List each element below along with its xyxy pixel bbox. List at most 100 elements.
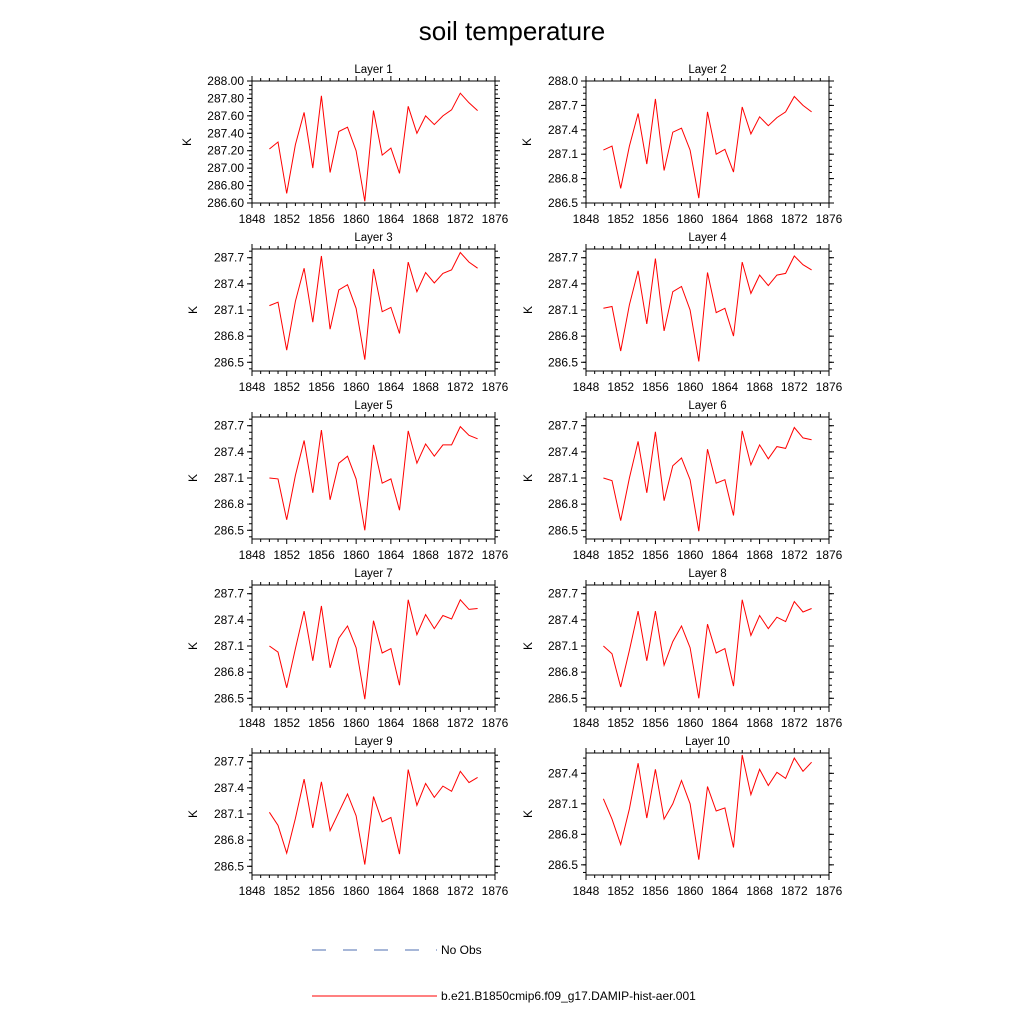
x-tick-label: 1852 [607,884,634,898]
panel-layer-6: Layer 6 1848 1852 1856 1860 1864 1868 1872 1876 2… [521,400,843,562]
x-tick-label: 1876 [816,380,843,394]
x-tick-label: 1856 [642,212,669,226]
x-tick-label: 1876 [816,716,843,730]
y-tick-label: 286.8 [548,497,578,511]
x-tick-label: 1864 [712,716,739,730]
y-tick-label: 287.7 [214,419,244,433]
x-tick-label: 1856 [642,380,669,394]
y-tick-label: 287.4 [214,277,244,291]
x-tick-label: 1856 [308,716,335,730]
x-tick-label: 1856 [642,884,669,898]
panel-layer-2: Layer 2 1848 1852 1856 1860 1864 1868 1872 1876 2… [520,64,843,226]
x-tick-label: 1876 [816,884,843,898]
x-tick-label: 1848 [239,884,266,898]
x-tick-label: 1876 [482,716,509,730]
y-tick-label: 288.0 [548,74,578,88]
x-tick-label: 1876 [816,212,843,226]
x-tick-label: 1872 [447,212,474,226]
panel-title: Layer 5 [354,400,392,412]
y-tick-label: 286.5 [214,355,244,369]
y-tick-label: 287.00 [207,161,244,175]
y-tick-label: 287.7 [548,98,578,112]
panel-title: Layer 8 [688,568,726,580]
panel-layer-4: Layer 4 1848 1852 1856 1860 1864 1868 1872 1876 2… [521,232,843,394]
series-line [603,426,812,532]
y-tick-label: 287.20 [207,144,244,158]
series-line [269,92,478,202]
y-tick-label: 286.8 [548,665,578,679]
panel-title: Layer 7 [354,568,392,580]
x-tick-label: 1868 [746,884,773,898]
x-tick-label: 1864 [712,548,739,562]
series-line [269,598,478,700]
x-tick-label: 1868 [412,884,439,898]
y-axis-label: K [521,306,535,314]
y-tick-label: 286.8 [214,329,244,343]
y-tick-label: 287.7 [548,419,578,433]
y-tick-label: 287.1 [214,639,244,653]
y-tick-label: 286.80 [207,179,244,193]
x-tick-label: 1868 [412,548,439,562]
x-tick-label: 1860 [677,884,704,898]
y-tick-label: 286.5 [214,523,244,537]
y-axis-label: K [186,474,200,482]
y-tick-label: 287.1 [214,303,244,317]
series-line [602,754,812,860]
x-tick-label: 1860 [343,884,370,898]
x-tick-label: 1852 [607,380,634,394]
y-axis-label: K [521,642,535,650]
x-tick-label: 1868 [412,380,439,394]
y-tick-label: 286.8 [214,833,244,847]
y-axis-label: K [180,138,194,146]
y-tick-label: 287.4 [548,766,578,780]
x-tick-label: 1852 [607,716,634,730]
y-tick-label: 286.5 [548,691,578,705]
x-tick-label: 1872 [781,884,808,898]
panel-title: Layer 10 [685,736,730,748]
y-tick-label: 287.4 [214,613,244,627]
x-tick-label: 1868 [746,716,773,730]
x-tick-label: 1876 [816,548,843,562]
y-axis-label: K [186,642,200,650]
y-tick-label: 287.1 [214,471,244,485]
panel-title: Layer 2 [688,64,726,76]
y-tick-label: 287.7 [548,587,578,601]
x-tick-label: 1864 [712,884,739,898]
y-axis-label: K [521,474,535,482]
x-tick-label: 1860 [677,212,704,226]
x-tick-label: 1872 [781,548,808,562]
panel-title: Layer 9 [354,736,392,748]
x-tick-label: 1848 [573,716,600,730]
x-tick-label: 1848 [239,212,266,226]
series-line [269,425,478,531]
series-line [603,599,812,699]
x-tick-label: 1852 [273,212,300,226]
y-tick-label: 286.8 [548,172,578,186]
series-line [268,769,478,865]
x-tick-label: 1864 [378,884,405,898]
panel-layer-10: Layer 10 1848 1852 1856 1860 1864 1868 1872 1876… [521,736,843,898]
x-tick-label: 1856 [642,716,669,730]
x-tick-label: 1856 [308,212,335,226]
y-axis-label: K [186,810,200,818]
y-tick-label: 287.7 [214,251,244,265]
x-tick-label: 1852 [607,548,634,562]
x-tick-label: 1860 [343,380,370,394]
y-tick-label: 286.5 [548,355,578,369]
y-tick-label: 287.1 [548,303,578,317]
x-tick-label: 1848 [239,380,266,394]
x-tick-label: 1868 [412,716,439,730]
y-tick-label: 287.1 [548,471,578,485]
y-tick-label: 287.1 [214,807,244,821]
x-tick-label: 1876 [482,212,509,226]
x-tick-label: 1856 [308,548,335,562]
x-tick-label: 1872 [781,380,808,394]
x-tick-label: 1856 [308,884,335,898]
x-tick-label: 1848 [573,212,600,226]
x-tick-label: 1872 [447,380,474,394]
x-tick-label: 1876 [482,884,509,898]
y-tick-label: 287.1 [548,147,578,161]
x-tick-label: 1864 [378,548,405,562]
x-tick-label: 1868 [746,380,773,394]
panel-title: Layer 6 [688,400,726,412]
